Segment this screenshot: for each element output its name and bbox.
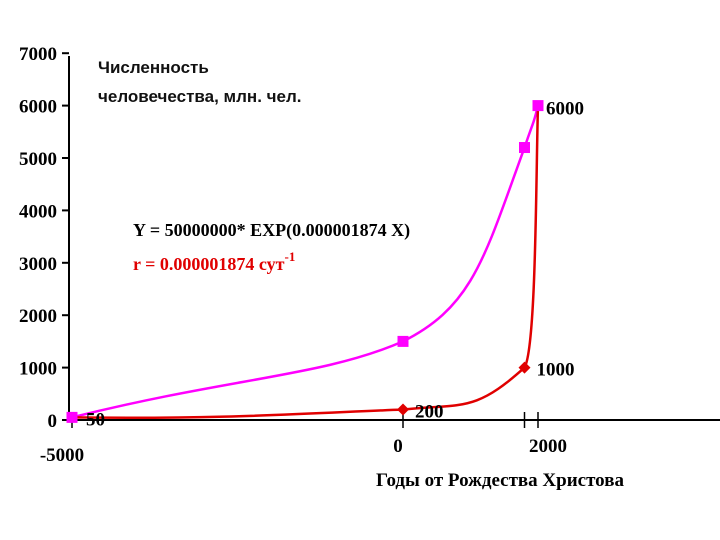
y-tick-label: 1000 [19, 359, 57, 380]
data-point-square [519, 142, 530, 154]
data-point-square [397, 335, 409, 347]
data-label: 6000 [546, 99, 584, 120]
data-point-square [532, 100, 544, 112]
series-line-magenta [71, 105, 540, 419]
y-tick-label: 0 [48, 411, 58, 432]
y-tick-label: 7000 [19, 44, 57, 65]
y-tick-label: 4000 [19, 201, 57, 222]
y-tick-label: 2000 [19, 306, 57, 327]
y-tick-label: 6000 [19, 97, 57, 118]
y-axis-label-line1: Численность [98, 58, 209, 77]
x-tick-label: 2000 [529, 436, 567, 457]
y-tick-label: 5000 [19, 149, 57, 170]
data-label: 200 [415, 402, 444, 423]
series-line-red [71, 105, 540, 420]
data-point-diamond [518, 361, 531, 374]
data-point-square [66, 411, 78, 423]
x-tick-label: -5000 [40, 445, 84, 466]
data-labels: 50 6000 200 1000 [86, 99, 584, 431]
data-point-markers [66, 100, 544, 423]
data-point-diamond [397, 403, 409, 416]
data-label: 50 [86, 409, 105, 430]
rate-annotation: r = 0.000001874 сут-1 [133, 249, 295, 274]
y-axis-label-line2: человечества, млн. чел. [98, 87, 302, 106]
data-label: 1000 [537, 360, 575, 381]
rate-superscript: -1 [285, 249, 296, 264]
x-axis-label: Годы от Рождества Христова [376, 470, 624, 491]
y-tick-label: 3000 [19, 254, 57, 275]
x-tick-label: 0 [393, 436, 403, 457]
y-axis-ticks: 0 1000 2000 3000 4000 5000 6000 7000 [19, 44, 69, 432]
equation-annotation: Y = 50000000* EXP(0.000001874 X) [133, 220, 410, 241]
rate-text: r = 0.000001874 сут [133, 254, 285, 274]
